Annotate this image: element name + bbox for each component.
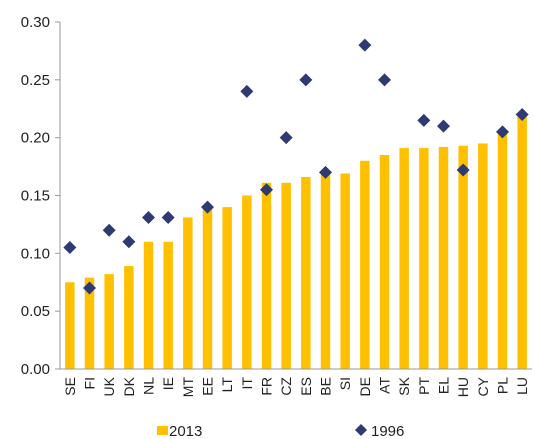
legend: 2013 1996 bbox=[157, 423, 404, 439]
bar-SE bbox=[65, 282, 75, 369]
bar-CZ bbox=[281, 182, 291, 369]
y-axis-ticks: 0.00 0.05 0.10 0.15 0.20 0.25 0.30 bbox=[21, 14, 60, 378]
bar-NL bbox=[143, 241, 154, 369]
marker-PL bbox=[496, 125, 509, 139]
marker-PT bbox=[417, 113, 431, 127]
x-tick-label-BE: BE bbox=[318, 377, 334, 396]
y-tick-label: 0.25 bbox=[21, 72, 50, 89]
x-tick-label-SI: SI bbox=[337, 377, 353, 390]
x-tick-label-EL: EL bbox=[436, 377, 452, 394]
x-tick-label-MT: MT bbox=[180, 377, 196, 398]
y-tick-label: 0.00 bbox=[21, 361, 50, 378]
marker-DK bbox=[122, 235, 136, 249]
bar-AT bbox=[379, 155, 390, 369]
bar-IT bbox=[242, 195, 252, 369]
x-tick-label-CZ: CZ bbox=[278, 377, 294, 396]
marker-CZ bbox=[279, 131, 293, 145]
bar-FI bbox=[84, 277, 95, 369]
bar-BE bbox=[320, 172, 331, 369]
bar-EE bbox=[202, 209, 213, 369]
marker-SE bbox=[63, 241, 77, 255]
bar-LU bbox=[517, 114, 527, 370]
marker-FR bbox=[260, 183, 273, 197]
x-tick-label-IT: IT bbox=[239, 377, 255, 390]
x-tick-label-LT: LT bbox=[219, 377, 235, 393]
marker-IE bbox=[161, 210, 175, 224]
legend-label-1996: 1996 bbox=[371, 423, 404, 439]
bar-HU bbox=[458, 145, 468, 369]
marker-FI bbox=[83, 281, 96, 295]
bar-PL bbox=[497, 131, 508, 369]
bar-FR bbox=[261, 182, 272, 369]
bar-UK bbox=[104, 274, 114, 369]
bar-MT bbox=[183, 217, 193, 369]
marker-BE bbox=[319, 165, 332, 179]
x-tick-label-FR: FR bbox=[259, 377, 275, 396]
x-tick-label-DE: DE bbox=[357, 377, 373, 396]
marker-UK bbox=[102, 223, 116, 237]
marker-EE bbox=[201, 200, 214, 214]
bar-SK bbox=[399, 148, 409, 369]
bars-2013 bbox=[65, 114, 527, 370]
x-tick-label-ES: ES bbox=[298, 377, 314, 396]
markers-1996 bbox=[63, 38, 529, 295]
x-tick-label-FI: FI bbox=[82, 377, 98, 389]
y-tick-label: 0.10 bbox=[21, 245, 50, 262]
y-tick-label: 0.30 bbox=[21, 14, 50, 31]
bar-CY bbox=[478, 143, 488, 369]
x-tick-label-SE: SE bbox=[62, 377, 78, 396]
x-tick-label-CY: CY bbox=[475, 376, 491, 396]
marker-EL bbox=[437, 119, 450, 133]
x-tick-label-PT: PT bbox=[416, 377, 432, 395]
x-tick-label-EE: EE bbox=[200, 377, 216, 396]
x-tick-label-IE: IE bbox=[160, 377, 176, 390]
x-tick-label-HU: HU bbox=[455, 377, 471, 397]
x-tick-label-UK: UK bbox=[101, 376, 117, 396]
bar-PT bbox=[419, 148, 429, 369]
x-tick-label-PL: PL bbox=[495, 377, 511, 394]
x-tick-label-DK: DK bbox=[121, 376, 137, 396]
x-tick-label-LU: LU bbox=[514, 377, 530, 395]
bar-ES bbox=[301, 176, 311, 369]
bar-DE bbox=[360, 160, 370, 369]
marker-IT bbox=[240, 84, 254, 98]
bar-SI bbox=[340, 173, 350, 369]
y-tick-label: 0.15 bbox=[21, 188, 50, 205]
x-tick-label-AT: AT bbox=[377, 377, 393, 394]
bar-LT bbox=[222, 207, 232, 369]
marker-NL bbox=[142, 210, 155, 224]
marker-LU bbox=[515, 108, 529, 122]
legend-swatch-2013 bbox=[157, 426, 168, 435]
marker-AT bbox=[378, 73, 391, 87]
marker-DE bbox=[358, 38, 372, 52]
marker-HU bbox=[456, 163, 470, 177]
bar-EL bbox=[438, 146, 449, 369]
y-tick-label: 0.05 bbox=[21, 303, 50, 320]
legend-label-2013: 2013 bbox=[169, 423, 202, 439]
bar-IE bbox=[163, 241, 173, 369]
x-axis-ticks: SE FI UK DK NL IE MT EE LT IT FR CZ ES BE SI DE AT SK PT EL… bbox=[62, 376, 530, 397]
legend-swatch-1996 bbox=[355, 424, 367, 436]
x-tick-label-NL: NL bbox=[141, 377, 157, 395]
x-tick-label-SK: SK bbox=[396, 376, 412, 395]
y-tick-label: 0.20 bbox=[21, 130, 50, 147]
marker-ES bbox=[299, 73, 313, 87]
bar-DK bbox=[124, 266, 134, 369]
